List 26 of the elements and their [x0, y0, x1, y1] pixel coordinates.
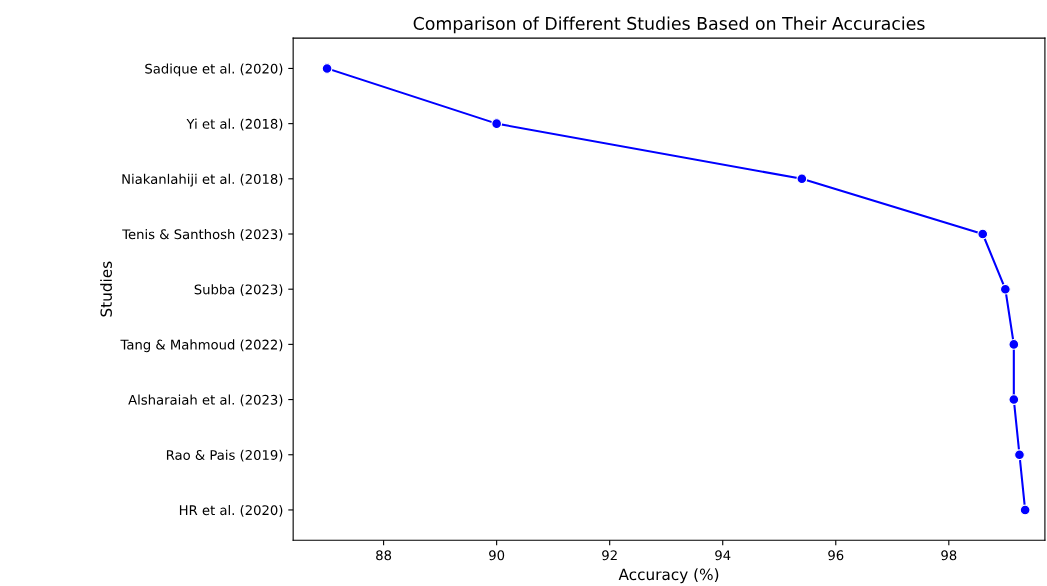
y-tick-label: Alsharaiah et al. (2023) [128, 394, 283, 407]
y-tick-label: Niakanlahiji et al. (2018) [122, 173, 283, 187]
y-tick-label: HR et al. (2020) [179, 504, 283, 517]
y-tick-label: Tenis & Santhosh (2023) [122, 228, 283, 241]
x-tick-label: 96 [828, 550, 844, 561]
y-tick-label: Subba (2023) [194, 284, 283, 296]
point [1019, 504, 1031, 516]
x-tick-label: 88 [376, 550, 392, 561]
y-tick-label: Sadique et al. (2020) [145, 63, 283, 77]
y-tick-label: Yi et al. (2018) [186, 118, 283, 131]
point [1008, 394, 1020, 405]
point [999, 283, 1011, 295]
y-tick-label: Rao & Pais (2019) [166, 449, 283, 462]
chart-title: Comparison of Different Studies Based on Their Accuracies [413, 16, 925, 34]
point [1014, 449, 1025, 461]
x-tick-label: 94 [715, 550, 731, 561]
point [321, 63, 333, 74]
x-tick-label: 90 [489, 550, 505, 561]
x-tick-label: 98 [941, 550, 957, 561]
y-axis-title: Studies [100, 261, 112, 317]
x-axis-title: Accuracy (%) [618, 568, 719, 584]
x-tick-label: 92 [602, 550, 617, 561]
point [1008, 338, 1020, 350]
point [977, 228, 989, 240]
y-tick-label: Tang & Mahmoud (2022) [120, 339, 283, 353]
point [491, 118, 503, 130]
